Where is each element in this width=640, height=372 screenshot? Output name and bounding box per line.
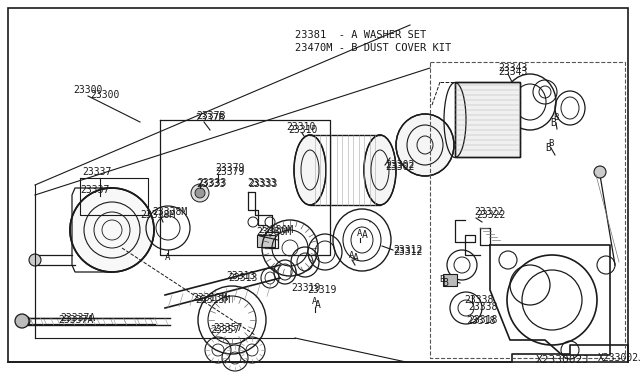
- Text: 23343: 23343: [498, 63, 527, 73]
- Text: 23381  - A WASHER SET: 23381 - A WASHER SET: [295, 30, 426, 40]
- Bar: [443, 274, 457, 286]
- Text: 23338M: 23338M: [140, 210, 175, 220]
- Text: 23380M: 23380M: [256, 227, 291, 237]
- Text: 23357: 23357: [213, 323, 243, 333]
- Text: A: A: [362, 230, 368, 240]
- Text: 23300: 23300: [74, 85, 102, 95]
- Text: 23337: 23337: [80, 185, 109, 195]
- Text: 23310: 23310: [286, 122, 316, 132]
- Text: 23300: 23300: [90, 90, 120, 100]
- Text: 23312: 23312: [393, 247, 422, 257]
- Text: 23333: 23333: [197, 178, 227, 188]
- Text: 23322: 23322: [474, 207, 504, 217]
- Circle shape: [20, 316, 30, 326]
- Text: 23312: 23312: [393, 245, 422, 255]
- Text: B: B: [548, 138, 554, 148]
- Ellipse shape: [364, 135, 396, 205]
- Bar: [455, 82, 520, 157]
- Ellipse shape: [294, 135, 326, 205]
- Text: 23333: 23333: [248, 179, 277, 189]
- Text: 23379: 23379: [215, 163, 244, 173]
- Text: 23318: 23318: [468, 315, 497, 325]
- Text: 23380M: 23380M: [258, 225, 293, 235]
- Text: A: A: [353, 253, 359, 263]
- Bar: [257, 235, 275, 247]
- Text: 2337B: 2337B: [196, 111, 225, 121]
- Text: 23310: 23310: [288, 125, 317, 135]
- Text: B: B: [554, 113, 559, 122]
- Text: A: A: [165, 253, 171, 263]
- Text: A: A: [357, 228, 363, 237]
- Text: 23302: 23302: [385, 162, 414, 172]
- Bar: [455, 82, 520, 157]
- Text: 23319: 23319: [291, 283, 321, 293]
- Text: 23333: 23333: [196, 179, 225, 189]
- Ellipse shape: [396, 114, 454, 176]
- Text: 23313M: 23313M: [192, 293, 227, 303]
- Text: 23333: 23333: [247, 178, 276, 188]
- Text: A: A: [349, 250, 355, 260]
- Text: 23337A: 23337A: [60, 313, 95, 323]
- Text: 23337: 23337: [82, 167, 111, 177]
- Text: 23313: 23313: [228, 273, 257, 283]
- Circle shape: [195, 188, 205, 198]
- Circle shape: [191, 184, 209, 202]
- Text: B: B: [439, 276, 445, 285]
- Circle shape: [594, 166, 606, 178]
- Text: A: A: [312, 298, 317, 307]
- Text: 23302: 23302: [385, 160, 414, 170]
- Text: 23357: 23357: [210, 325, 239, 335]
- Text: 23313: 23313: [226, 271, 255, 281]
- Text: 23313M: 23313M: [195, 295, 230, 305]
- Circle shape: [70, 188, 154, 272]
- Text: 23338: 23338: [464, 295, 493, 305]
- Text: 23318: 23318: [466, 316, 495, 326]
- Text: 23379: 23379: [215, 167, 244, 177]
- Text: A: A: [315, 300, 321, 310]
- Circle shape: [29, 254, 41, 266]
- Text: X233002J: X233002J: [536, 355, 590, 365]
- Circle shape: [15, 314, 29, 328]
- Text: 23343: 23343: [498, 67, 527, 77]
- Text: 23322: 23322: [476, 210, 506, 220]
- Text: 2337B: 2337B: [195, 113, 225, 123]
- Text: 23470M - B DUST COVER KIT: 23470M - B DUST COVER KIT: [295, 43, 451, 53]
- Text: X233002J: X233002J: [598, 353, 640, 363]
- Text: 23338M: 23338M: [152, 207, 188, 217]
- Text: 23319: 23319: [307, 285, 337, 295]
- Text: B: B: [545, 143, 551, 153]
- Text: 23338: 23338: [468, 302, 497, 312]
- Text: B: B: [550, 118, 556, 128]
- Text: 23337A: 23337A: [58, 315, 93, 325]
- Text: B: B: [442, 278, 448, 288]
